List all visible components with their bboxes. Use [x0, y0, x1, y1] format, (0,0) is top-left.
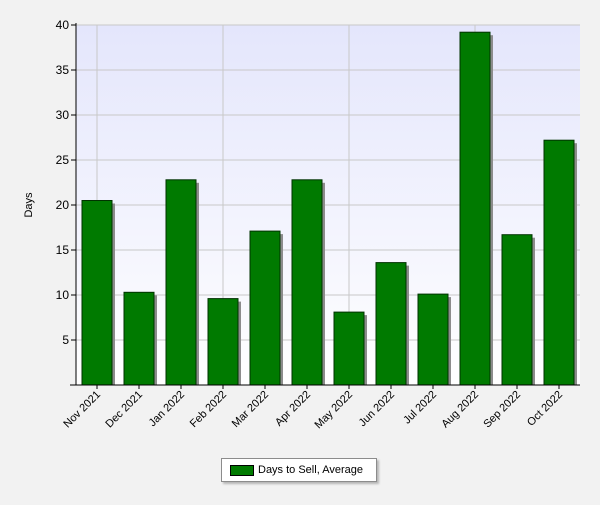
x-tick-label: Feb 2022: [188, 389, 229, 430]
bar-oct-2022: [543, 139, 575, 386]
x-tick-labels: Nov 2021 Dec 2021 Jan 2022 Feb 2022 Mar 2022…: [61, 389, 565, 432]
bar-apr-2022: [291, 179, 323, 386]
legend-label: Days to Sell, Average: [258, 464, 363, 476]
bars: [81, 31, 575, 386]
bar-may-2022: [333, 311, 365, 386]
y-tick-label: 40: [56, 18, 70, 32]
axes: [70, 23, 580, 389]
bar-dec-2021: [123, 291, 155, 386]
x-tick-label: Sep 2022: [481, 389, 523, 431]
x-tick-label: Oct 2022: [525, 389, 565, 429]
y-tick-label: 15: [56, 243, 70, 257]
x-tick-label: Mar 2022: [230, 389, 271, 430]
y-tick-labels: 5 10 15 20 25 30 35 40: [56, 18, 70, 347]
bar-aug-2022: [459, 31, 491, 386]
bar-jun-2022: [375, 262, 407, 386]
x-tick-label: Apr 2022: [273, 389, 313, 429]
y-axis-label: Days: [23, 192, 35, 218]
x-tick-label: Dec 2021: [103, 389, 145, 431]
bar-sep-2022: [501, 234, 533, 386]
y-tick-label: 35: [56, 63, 70, 77]
x-tick-label: May 2022: [312, 389, 355, 432]
x-tick-label: Jun 2022: [357, 389, 397, 429]
x-tick-label: Jul 2022: [401, 389, 439, 427]
y-tick-label: 25: [56, 153, 70, 167]
x-tick-label: Nov 2021: [61, 389, 103, 431]
y-tick-label: 5: [62, 333, 69, 347]
legend: Days to Sell, Average: [221, 458, 377, 482]
bar-nov-2021: [81, 200, 113, 386]
x-tick-label: Aug 2022: [439, 389, 481, 431]
legend-swatch: [230, 464, 254, 476]
y-tick-label: 10: [56, 288, 70, 302]
bar-jul-2022: [417, 293, 449, 386]
bar-mar-2022: [249, 230, 281, 386]
bar-jan-2022: [165, 179, 197, 386]
y-tick-label: 20: [56, 198, 70, 212]
bar-feb-2022: [207, 298, 239, 386]
y-tick-label: 30: [56, 108, 70, 122]
x-tick-label: Jan 2022: [147, 389, 187, 429]
